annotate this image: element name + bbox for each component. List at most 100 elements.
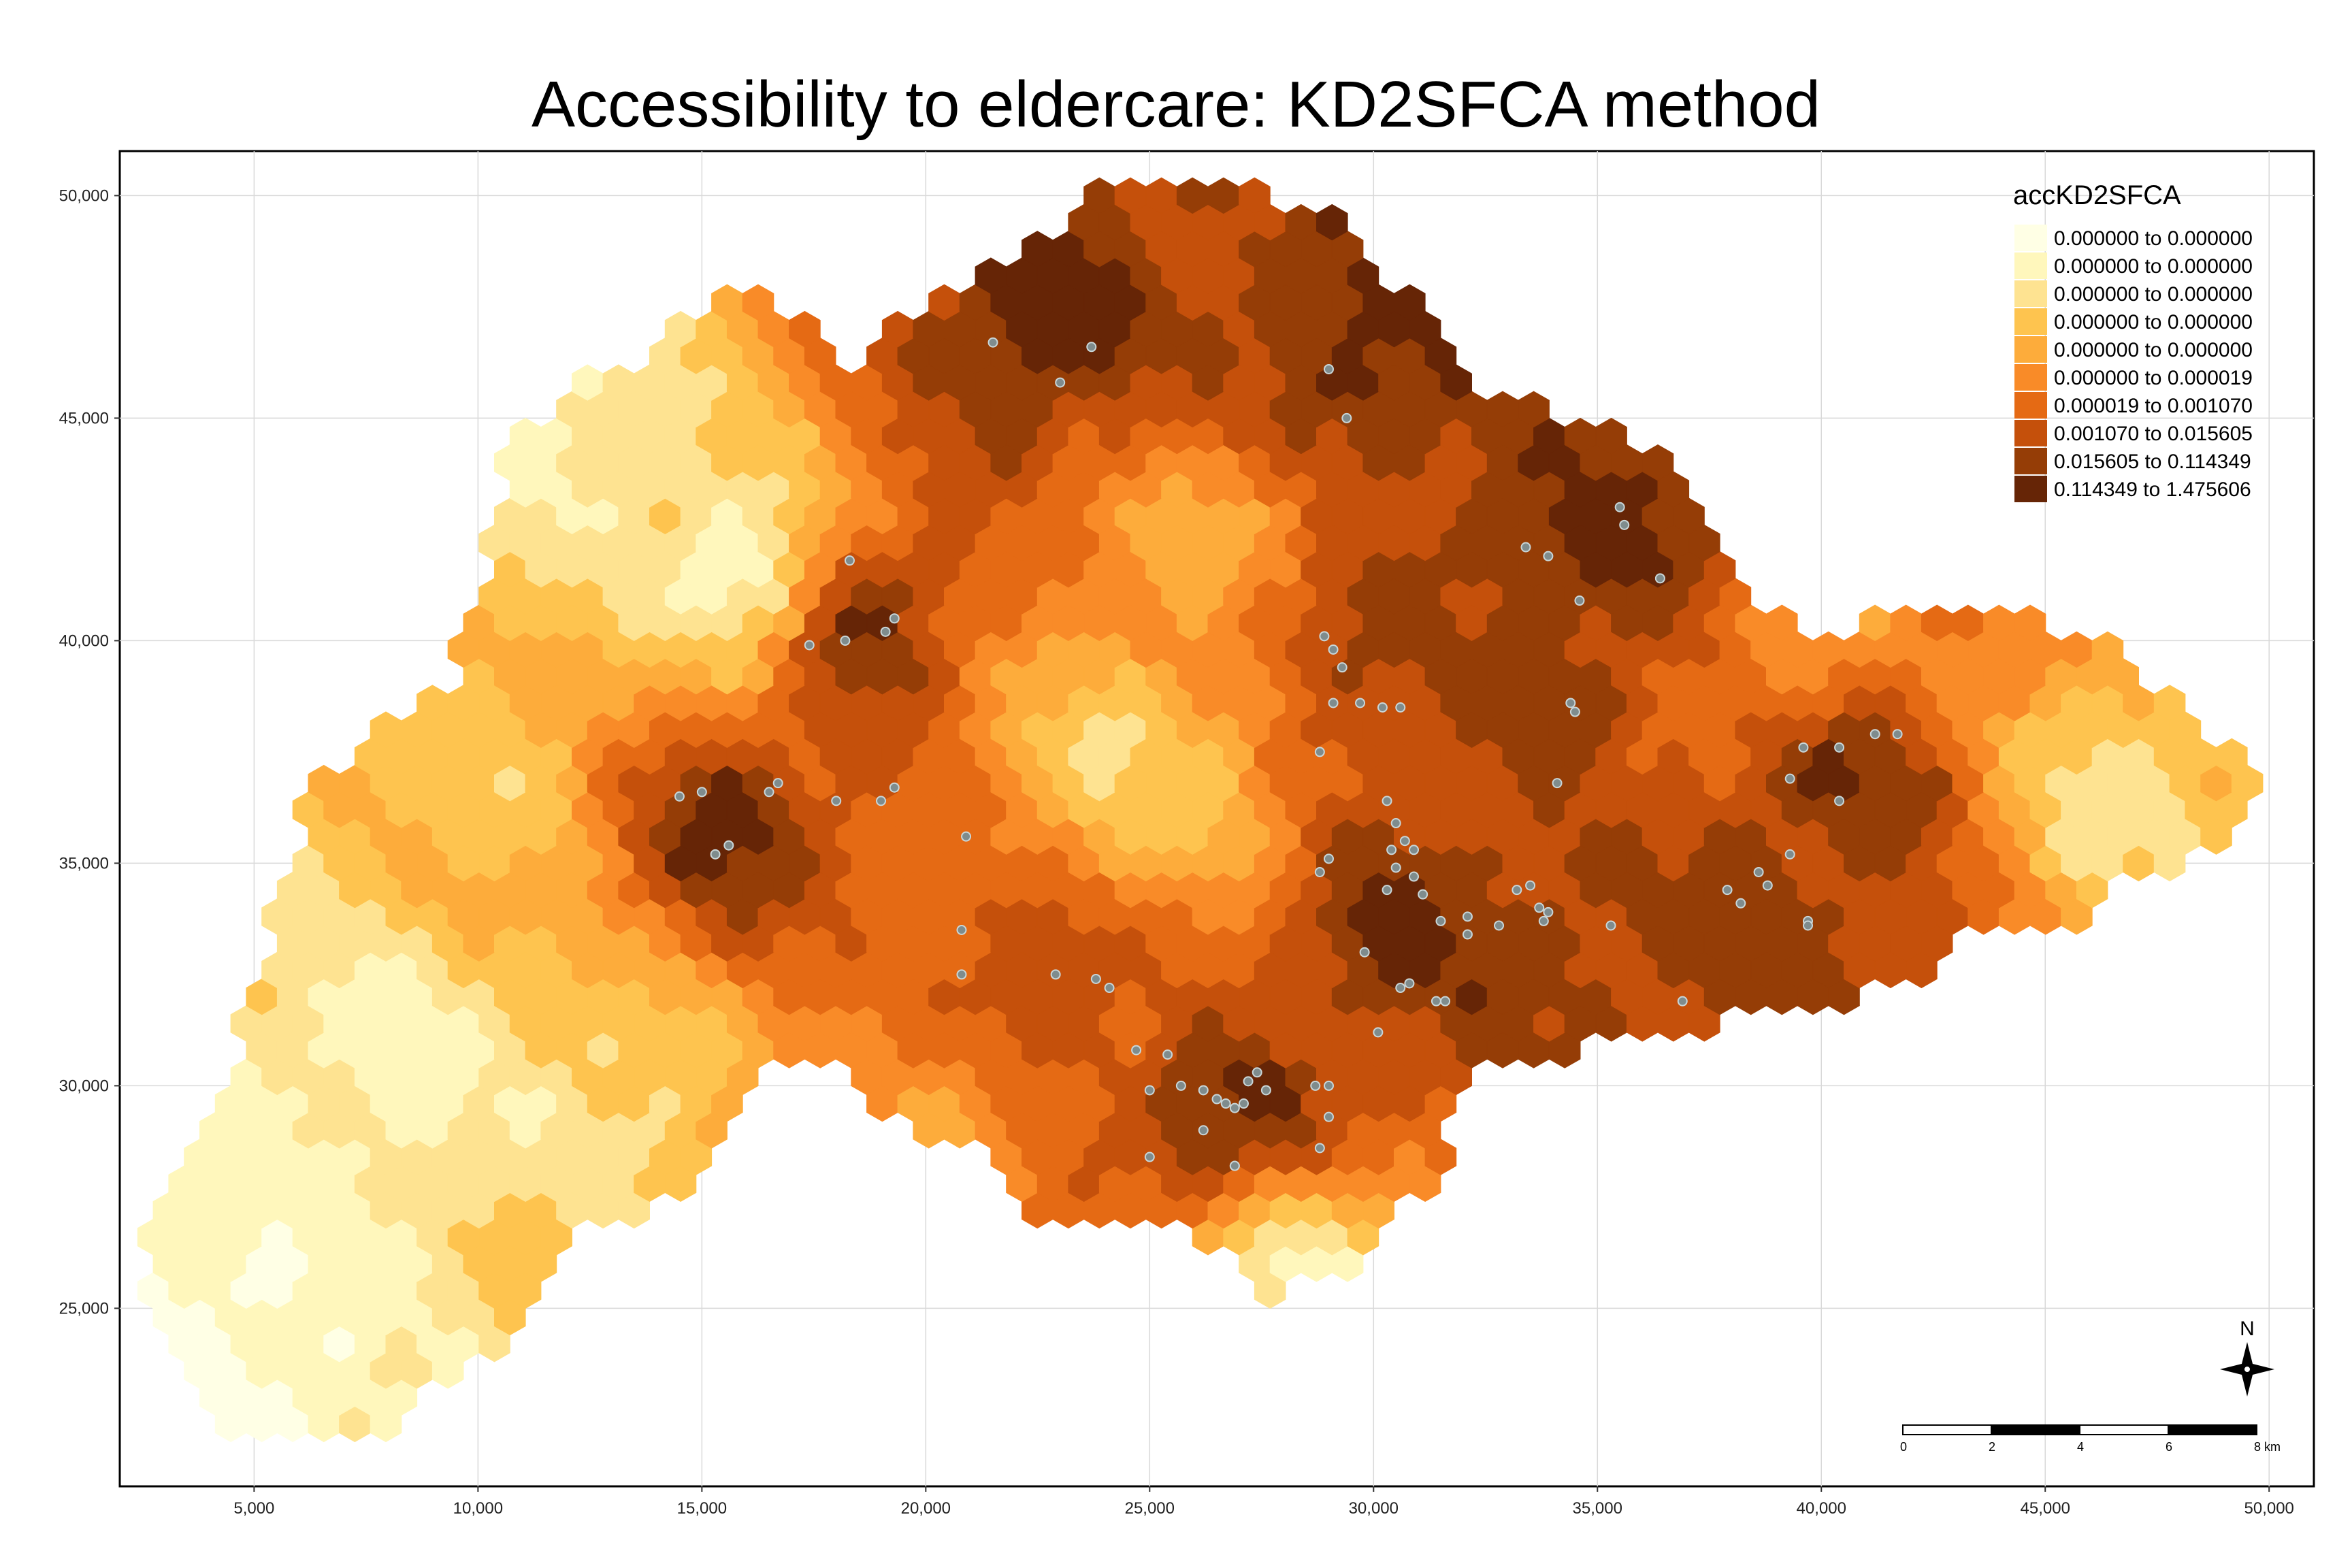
legend-items: 0.000000 to 0.000000 0.000000 to 0.000000…	[2014, 225, 2253, 502]
eldercare-point	[1869, 729, 1880, 740]
eldercare-point	[1409, 845, 1420, 855]
eldercare-point	[889, 782, 900, 793]
eldercare-point	[1314, 1143, 1325, 1154]
eldercare-point	[1834, 796, 1845, 806]
eldercare-point	[1753, 866, 1764, 877]
eldercare-point	[764, 787, 774, 798]
y-axis-tick-label: 45,000	[59, 409, 109, 427]
eldercare-point	[1382, 885, 1392, 896]
hexagon-layer	[137, 177, 2264, 1443]
y-axis-tick-label: 50,000	[59, 186, 109, 205]
eldercare-point	[1654, 573, 1665, 584]
scale-bar-segment	[2079, 1424, 2169, 1435]
eldercare-point	[1386, 845, 1397, 855]
eldercare-point	[1390, 862, 1401, 873]
legend-title: accKD2SFCA	[2013, 180, 2181, 210]
eldercare-point	[1198, 1085, 1209, 1096]
eldercare-point	[1341, 412, 1352, 423]
north-arrow-south-point	[2240, 1369, 2254, 1396]
x-axis-tick-label: 10,000	[453, 1499, 503, 1518]
north-arrow-label: N	[2240, 1318, 2255, 1340]
eldercare-point	[1784, 849, 1795, 860]
legend-swatch	[2014, 364, 2047, 391]
hexagon-cell	[1595, 417, 1627, 455]
eldercare-point	[674, 791, 685, 802]
legend-label: 0.000000 to 0.000019	[2054, 367, 2253, 389]
eldercare-point	[956, 925, 967, 935]
legend-label: 0.001070 to 0.015605	[2054, 423, 2253, 445]
eldercare-point	[1238, 1098, 1249, 1109]
eldercare-point	[1762, 880, 1773, 891]
eldercare-point	[1328, 698, 1339, 708]
eldercare-point	[1390, 818, 1401, 829]
eldercare-point	[1677, 996, 1688, 1007]
eldercare-point	[1892, 729, 1903, 740]
eldercare-point	[1520, 542, 1531, 553]
x-axis-tick-label: 50,000	[2244, 1499, 2294, 1518]
eldercare-point	[1359, 947, 1370, 958]
scale-bar-segment	[1902, 1424, 1992, 1435]
legend-label: 0.000000 to 0.000000	[2054, 339, 2253, 361]
eldercare-point	[1323, 1080, 1334, 1091]
eldercare-point	[696, 787, 707, 798]
eldercare-point	[876, 796, 887, 806]
north-arrow-east-point	[2247, 1362, 2274, 1376]
eldercare-point	[1086, 342, 1097, 353]
eldercare-point	[1803, 920, 1814, 931]
eldercare-point	[1144, 1085, 1155, 1096]
legend-label: 0.000000 to 0.000000	[2054, 255, 2253, 278]
eldercare-point	[1373, 1027, 1384, 1038]
eldercare-point	[987, 337, 998, 348]
map-legend: accKD2SFCA 0.000000 to 0.0000000.000000 …	[2013, 180, 2253, 502]
eldercare-point	[1534, 902, 1545, 913]
y-axis-tick-label: 25,000	[59, 1299, 109, 1318]
scale-bar-segments	[1902, 1424, 2257, 1435]
eldercare-point	[1162, 1049, 1173, 1060]
eldercare-point	[1314, 747, 1325, 757]
legend-swatch	[2014, 392, 2047, 419]
north-arrow-icon: N	[2220, 1318, 2274, 1396]
eldercare-point	[723, 840, 734, 851]
eldercare-point	[889, 613, 900, 624]
legend-label: 0.015605 to 0.114349	[2054, 451, 2251, 473]
hexagon-cell	[2014, 604, 2046, 641]
eldercare-point	[1614, 502, 1625, 512]
scale-bar-label: 8 km	[2254, 1440, 2281, 1454]
scale-bar-label: 4	[2077, 1440, 2084, 1454]
eldercare-point	[1462, 911, 1473, 922]
legend-swatch	[2014, 280, 2047, 307]
eldercare-point	[844, 555, 855, 566]
eldercare-point	[1525, 880, 1536, 891]
eldercare-point	[1404, 978, 1415, 989]
legend-swatch	[2014, 308, 2047, 335]
eldercare-point	[1104, 983, 1115, 994]
map-title: Accessibility to eldercare: KD2SFCA meth…	[532, 68, 1820, 141]
eldercare-point	[1323, 853, 1334, 864]
hexagon-cell	[1766, 604, 1798, 641]
scale-bar-segment	[2168, 1424, 2257, 1435]
eldercare-point	[1543, 906, 1554, 917]
y-axis-tick-label: 40,000	[59, 632, 109, 650]
scale-bar-label: 0	[1900, 1440, 1907, 1454]
eldercare-point	[1220, 1098, 1231, 1109]
eldercare-point	[1323, 1111, 1334, 1122]
eldercare-point	[1722, 885, 1733, 896]
eldercare-point	[804, 640, 815, 651]
eldercare-point	[710, 849, 721, 860]
eldercare-point	[1243, 1076, 1254, 1087]
legend-swatch	[2014, 252, 2047, 279]
north-arrow-center	[2243, 1365, 2251, 1373]
legend-swatch	[2014, 476, 2047, 502]
eldercare-point	[1399, 836, 1410, 847]
scale-bar-labels: 0 2 4 6 8 km	[1900, 1440, 2281, 1454]
eldercare-point	[1355, 698, 1366, 708]
scale-bar-label: 6	[2166, 1440, 2172, 1454]
eldercare-point	[1552, 778, 1563, 789]
hexagon-cell	[1239, 177, 1271, 214]
eldercare-point	[1337, 662, 1348, 673]
x-axis-tick-label: 15,000	[677, 1499, 727, 1518]
eldercare-point	[1144, 1152, 1155, 1162]
eldercare-point	[831, 796, 842, 806]
hexagon-cell	[742, 284, 774, 321]
